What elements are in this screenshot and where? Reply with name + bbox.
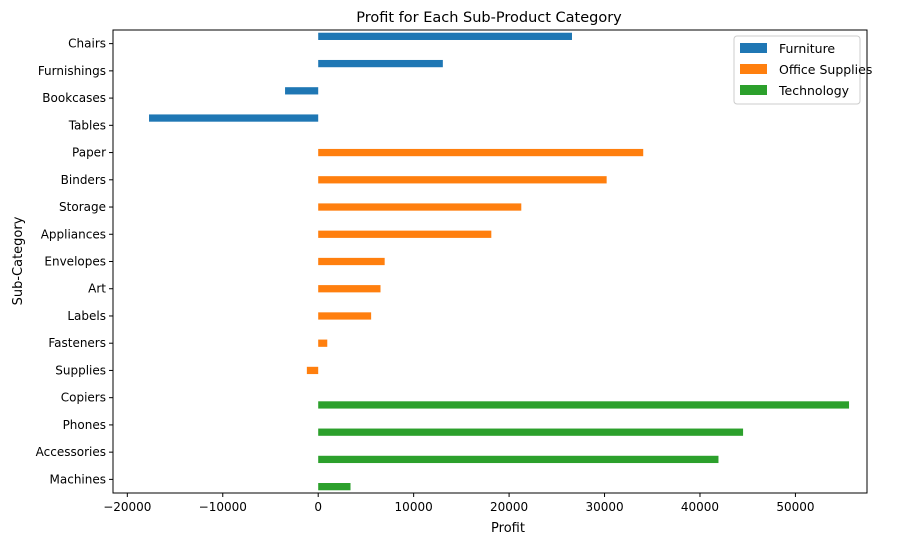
bar-paper <box>318 148 644 157</box>
bar-furnishings <box>318 59 443 68</box>
x-tick-label: −20000 <box>103 500 151 514</box>
bar-copiers <box>318 401 850 409</box>
chart-title: Profit for Each Sub-Product Category <box>356 10 622 26</box>
legend-swatch <box>740 85 767 95</box>
legend: Furniture Office Supplies Technology <box>733 35 872 105</box>
bar-accessories <box>318 455 719 464</box>
bar-machines <box>318 483 351 491</box>
x-tick-label: 30000 <box>585 500 623 514</box>
y-axis: Chairs Furnishings Bookcases Tables Paper Bin… <box>36 37 113 486</box>
y-tick-label: Art <box>88 282 106 296</box>
x-axis: −20000 −10000 0 10000 20000 30000 40000 50000 <box>103 493 815 514</box>
legend-label: Technology <box>778 83 850 98</box>
legend-label: Office Supplies <box>779 62 872 77</box>
y-tick-label: Accessories <box>36 445 106 459</box>
y-tick-label: Phones <box>63 418 106 432</box>
y-tick-label: Bookcases <box>42 91 106 105</box>
bar-storage <box>318 203 522 211</box>
y-axis-title: Sub-Category <box>11 216 26 305</box>
bar-art <box>318 285 381 293</box>
bar-envelopes <box>318 257 385 266</box>
bar-tables <box>149 114 319 122</box>
y-tick-label: Appliances <box>41 227 106 241</box>
x-tick-label: 20000 <box>490 500 528 514</box>
bar-labels <box>318 312 372 320</box>
bar-appliances <box>318 230 492 238</box>
legend-swatch <box>740 64 767 74</box>
legend-label: Furniture <box>779 41 835 56</box>
bars-group <box>149 32 850 491</box>
bar-phones <box>318 428 744 436</box>
y-tick-label: Envelopes <box>44 255 106 269</box>
y-tick-label: Binders <box>61 173 106 187</box>
y-tick-label: Fasteners <box>48 336 106 350</box>
legend-swatch <box>740 43 767 53</box>
bar-binders <box>318 176 607 184</box>
bar-bookcases <box>285 87 319 95</box>
x-tick-label: 10000 <box>395 500 433 514</box>
x-axis-title: Profit <box>491 521 525 536</box>
y-tick-label: Labels <box>67 309 106 323</box>
y-tick-label: Storage <box>59 200 106 214</box>
x-tick-label: 50000 <box>776 500 814 514</box>
bar-supplies <box>306 366 319 375</box>
y-tick-label: Supplies <box>55 363 106 377</box>
y-tick-label: Tables <box>68 118 106 132</box>
y-tick-label: Copiers <box>61 391 106 405</box>
bar-fasteners <box>318 339 328 347</box>
x-tick-label: −10000 <box>199 500 247 514</box>
y-tick-label: Chairs <box>68 37 106 51</box>
x-tick-label: 40000 <box>681 500 719 514</box>
x-tick-label: 0 <box>314 500 322 514</box>
y-tick-label: Paper <box>72 146 106 160</box>
bar-chairs <box>318 32 572 40</box>
y-tick-label: Machines <box>50 472 106 486</box>
y-tick-label: Furnishings <box>38 64 106 78</box>
